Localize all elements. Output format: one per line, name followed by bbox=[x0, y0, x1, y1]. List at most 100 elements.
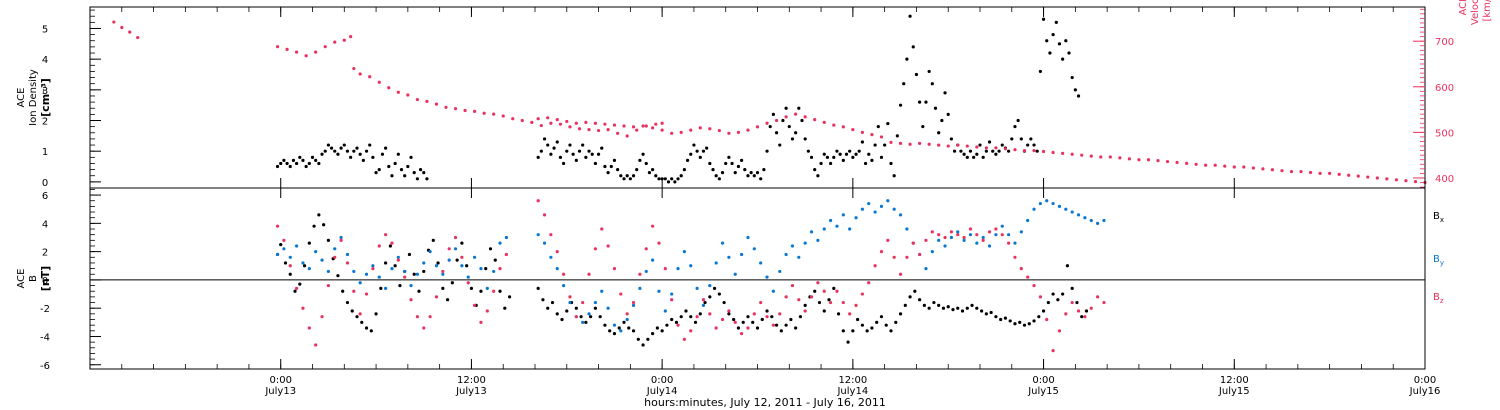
series-1-2 bbox=[275, 199, 1106, 353]
data-point bbox=[631, 303, 636, 307]
data-point bbox=[314, 50, 318, 54]
data-point bbox=[905, 255, 909, 259]
data-point bbox=[886, 121, 890, 126]
data-point bbox=[647, 171, 652, 175]
data-point bbox=[371, 155, 375, 159]
data-point bbox=[708, 283, 712, 288]
data-point bbox=[593, 300, 597, 305]
data-point bbox=[930, 250, 934, 254]
data-point bbox=[622, 320, 626, 324]
data-point bbox=[746, 174, 750, 178]
data-point bbox=[1194, 162, 1198, 166]
data-point bbox=[492, 289, 496, 293]
data-point bbox=[911, 45, 915, 49]
data-point bbox=[1027, 322, 1031, 326]
data-point bbox=[905, 227, 909, 231]
data-point bbox=[797, 106, 801, 110]
legend: Bx By Bz bbox=[1433, 211, 1444, 305]
data-point bbox=[817, 300, 822, 305]
data-point bbox=[695, 149, 699, 153]
data-point bbox=[714, 326, 718, 330]
data-point bbox=[1051, 33, 1055, 37]
data-point bbox=[307, 326, 311, 330]
data-point bbox=[797, 255, 801, 259]
data-point bbox=[369, 329, 373, 333]
data-point bbox=[1022, 149, 1027, 153]
data-point bbox=[546, 116, 550, 120]
data-point bbox=[644, 269, 648, 274]
data-point bbox=[453, 107, 458, 111]
series-0-1 bbox=[112, 20, 1427, 185]
data-point bbox=[809, 155, 814, 159]
data-point bbox=[333, 149, 337, 153]
data-point bbox=[701, 303, 706, 307]
data-point bbox=[412, 272, 416, 276]
data-point bbox=[714, 174, 718, 178]
data-point bbox=[320, 258, 324, 262]
data-point bbox=[396, 152, 400, 156]
data-point bbox=[1026, 143, 1030, 147]
data-point bbox=[749, 171, 753, 175]
data-point bbox=[1064, 312, 1068, 316]
data-point bbox=[1045, 199, 1049, 203]
data-point bbox=[797, 298, 801, 302]
data-point bbox=[1308, 170, 1313, 175]
data-point bbox=[1127, 157, 1131, 161]
data-point bbox=[989, 310, 993, 315]
data-point bbox=[1032, 143, 1036, 147]
data-point bbox=[860, 292, 864, 296]
data-point bbox=[956, 306, 960, 310]
data-point bbox=[994, 227, 998, 231]
data-point bbox=[873, 143, 877, 147]
data-point bbox=[584, 120, 588, 124]
data-point bbox=[1045, 317, 1049, 322]
bottom-panel: -6 -4 -2 0 2 4 6 ACE B [nT] Bx By Bz bbox=[16, 187, 1444, 372]
data-point bbox=[1019, 267, 1023, 271]
data-point bbox=[565, 309, 569, 313]
data-point bbox=[1041, 309, 1046, 313]
data-point bbox=[832, 123, 836, 127]
data-point bbox=[1003, 147, 1008, 151]
data-point bbox=[275, 252, 280, 257]
data-point bbox=[851, 329, 855, 333]
data-point bbox=[320, 315, 324, 319]
data-point bbox=[946, 305, 950, 309]
data-point bbox=[1089, 154, 1093, 158]
data-point bbox=[415, 272, 419, 276]
data-point bbox=[682, 250, 686, 254]
data-point bbox=[670, 131, 674, 135]
data-point bbox=[460, 241, 464, 245]
data-point bbox=[492, 269, 496, 274]
data-point bbox=[282, 247, 286, 251]
data-point bbox=[493, 258, 497, 262]
data-point bbox=[657, 177, 661, 181]
data-point bbox=[774, 323, 779, 327]
data-point bbox=[943, 91, 947, 95]
data-point bbox=[1000, 143, 1004, 147]
data-point bbox=[574, 121, 578, 125]
data-point bbox=[1232, 165, 1236, 169]
data-point bbox=[520, 118, 524, 123]
data-point bbox=[972, 155, 976, 159]
data-point bbox=[841, 125, 845, 129]
data-point bbox=[275, 45, 280, 49]
data-point bbox=[937, 238, 941, 242]
data-point bbox=[398, 283, 402, 288]
data-point bbox=[682, 337, 686, 341]
data-point bbox=[889, 161, 893, 166]
data-point bbox=[1070, 75, 1074, 80]
data-point bbox=[350, 309, 354, 313]
data-point bbox=[549, 233, 553, 237]
data-point bbox=[466, 281, 470, 285]
data-point bbox=[651, 167, 655, 172]
data-point bbox=[1242, 165, 1246, 169]
data-point bbox=[568, 125, 572, 129]
data-point bbox=[628, 177, 632, 181]
data-point bbox=[550, 300, 555, 305]
data-point bbox=[1175, 160, 1179, 165]
data-point bbox=[285, 47, 289, 52]
right-y-tick-label: 400 bbox=[1435, 174, 1454, 185]
data-point bbox=[638, 158, 642, 162]
x-tick-label: July15 bbox=[1027, 386, 1059, 397]
data-point bbox=[1185, 161, 1189, 165]
